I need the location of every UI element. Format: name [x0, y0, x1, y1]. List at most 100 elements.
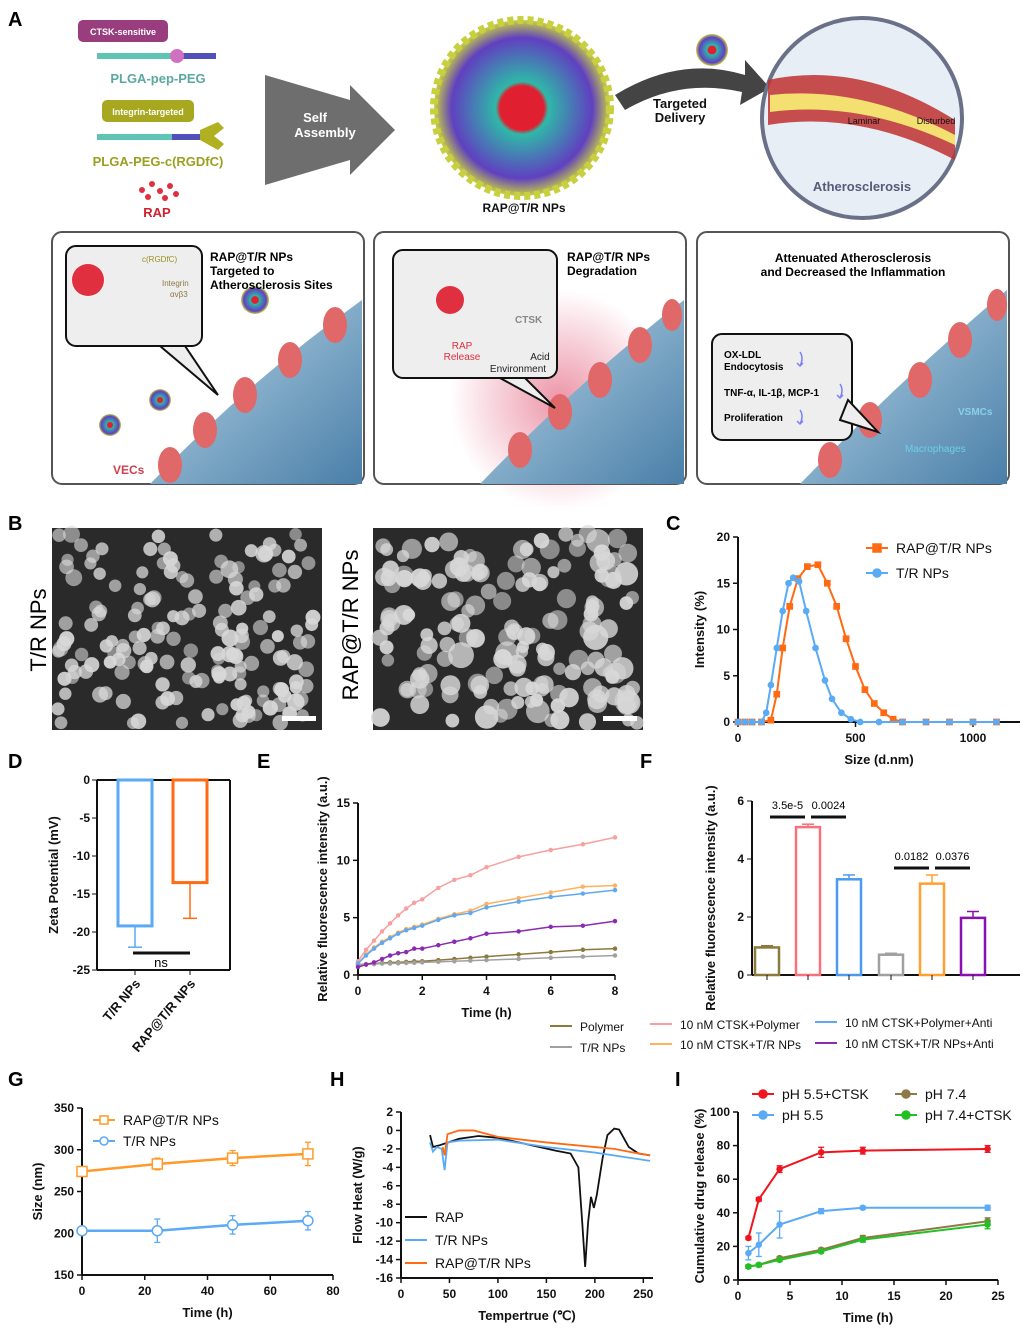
data-point [612, 946, 618, 951]
tem-particle [290, 624, 304, 637]
y-tick-label: 60 [717, 1172, 731, 1186]
series-10-nm-ctsk-t-r-nps-anti [355, 918, 618, 970]
rgd-ligand-icon [200, 122, 224, 150]
data-point [755, 1196, 763, 1203]
chart-i-drug-release: 0 20 40 60 80 100 0 5 10 15 20 25 Time (h) Cumulative… [692, 1086, 1012, 1325]
data-point [758, 1089, 768, 1099]
data-point [612, 887, 618, 893]
tem-particle [257, 685, 270, 698]
tem-particle [216, 703, 229, 716]
tem-particle [465, 595, 486, 616]
y-tick-label: 5 [723, 669, 730, 683]
y-tick-label: 250 [54, 1185, 74, 1199]
tem-particle [74, 538, 88, 553]
y-tick-label: 15 [717, 576, 731, 590]
x-tick-label: 0 [735, 1289, 742, 1303]
tem-particle [493, 708, 508, 723]
data-point [785, 579, 792, 587]
y-tick-label: 20 [717, 1239, 731, 1253]
series-10-nm-ctsk-t-r-nps [355, 883, 618, 966]
chart-d-zeta-potential: 0 -5 -10 -15 -20 -25 Zeta Potential (mV) T/R NP… [46, 773, 231, 1055]
y-tick-label: -10 [376, 1216, 394, 1230]
tem-particles-tr [51, 525, 321, 731]
box2-title-1: RAP@T/R NPs [567, 250, 650, 264]
tem-particle [262, 610, 276, 623]
data-point [755, 1261, 763, 1269]
tem-particle [599, 619, 618, 639]
data-point [767, 681, 775, 689]
bar [959, 916, 987, 977]
tem-particle [59, 687, 72, 700]
tem-particle [128, 630, 142, 644]
panel-label-d: D [8, 751, 22, 773]
data-point [773, 644, 781, 652]
y-tick-label: -2 [382, 1142, 393, 1156]
x-tick-label: 1000 [960, 731, 987, 745]
data-point [872, 543, 882, 553]
series-10-nm-ctsk-polymer-anti [355, 887, 618, 966]
data-point [817, 1248, 825, 1255]
data-point [387, 936, 393, 941]
rap-label: RAP [143, 205, 171, 220]
tem-particle [225, 647, 239, 661]
tem-particle [607, 552, 622, 567]
tem-particle [74, 647, 89, 662]
p-value-label: 0.0182 [895, 851, 929, 863]
panel-label-h: H [330, 1069, 344, 1091]
tem-particle [447, 591, 464, 608]
self-assembly-label-2: Assembly [294, 125, 356, 140]
tem-particle [449, 557, 469, 577]
tem-particle [289, 528, 302, 541]
x-axis-label: Time (h) [182, 1305, 232, 1320]
data-point [484, 905, 489, 910]
series-line [441, 1129, 651, 1157]
data-point [151, 1158, 164, 1170]
box1-title-2: Targeted to [210, 264, 274, 278]
y-tick-label: 2 [737, 910, 744, 924]
tem-particle [220, 560, 239, 579]
data-point [817, 1207, 825, 1215]
data-point [901, 1110, 911, 1120]
legend-label: RAP@T/R NPs [435, 1255, 531, 1271]
tem-particle [268, 579, 282, 593]
data-point [821, 677, 829, 684]
tem-particle [521, 557, 541, 578]
tem-particle [132, 641, 147, 656]
data-point [226, 1219, 239, 1231]
integrin-subtype-label: αvβ3 [170, 290, 188, 299]
data-point [861, 686, 869, 693]
targeted-delivery-arrow-icon [615, 60, 770, 110]
tem-particle [532, 576, 547, 592]
data-point [436, 885, 441, 891]
tem-particle [244, 544, 258, 558]
tem-particle [550, 710, 570, 730]
series-10-nm-ctsk-polymer [355, 835, 618, 964]
tem-particle [189, 674, 203, 689]
series-line [748, 1223, 988, 1268]
data-point [741, 718, 749, 726]
tem-particle [437, 621, 452, 636]
bar [835, 878, 863, 977]
series-line [747, 1206, 988, 1254]
tem-particle [424, 536, 440, 553]
x-tick-label: 40 [201, 1284, 215, 1298]
y-tick-label: 40 [717, 1206, 731, 1220]
legend-label: RAP@T/R NPs [896, 540, 992, 556]
data-point [484, 954, 489, 959]
tem-particle [160, 691, 176, 707]
legend-label: 10 nM CTSK+Polymer+Anti [845, 1016, 992, 1030]
atherosclerosis-label: Atherosclerosis [813, 179, 911, 194]
tem-particle [272, 650, 289, 666]
tem-particle [155, 677, 170, 692]
data-point [833, 603, 841, 610]
y-tick-label: -5 [79, 811, 90, 825]
tem-particle [517, 627, 536, 646]
y-tick-label: 15 [337, 796, 351, 810]
tem-particle [114, 664, 130, 680]
data-point [776, 1165, 783, 1173]
y-axis-label: Flow Heat (W/g) [350, 1146, 365, 1244]
tem-particle [414, 572, 432, 590]
data-point [852, 663, 859, 670]
tem-particle [519, 542, 534, 557]
